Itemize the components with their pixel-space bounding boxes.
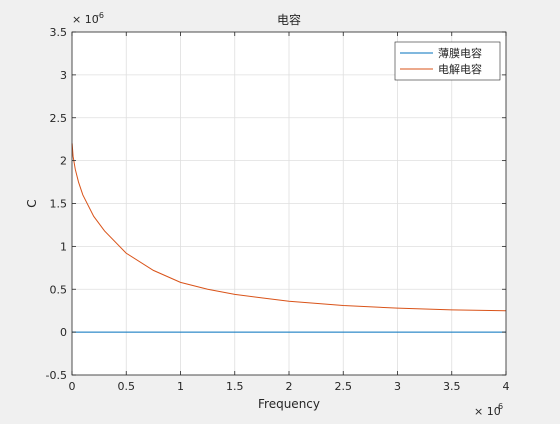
y-tick-label: 1.5 — [50, 198, 68, 211]
legend-box — [394, 41, 501, 81]
y-exponent-power: -6 — [96, 11, 104, 20]
x-tick-label: 4 — [503, 380, 510, 393]
legend: 薄膜电容 电解电容 — [394, 41, 501, 81]
x-tick-label: 3.5 — [443, 380, 461, 393]
x-exponent-power: 6 — [498, 402, 503, 411]
x-tick-label: 2.5 — [335, 380, 353, 393]
chart-title: 电容 — [277, 12, 301, 27]
y-tick-label: 0.5 — [50, 283, 68, 296]
y-tick-label: 1 — [60, 240, 67, 253]
x-tick-label: 3 — [394, 380, 401, 393]
y-axis-label: C — [25, 199, 39, 207]
y-tick-label: 2 — [60, 155, 67, 168]
y-tick-label: 3 — [60, 69, 67, 82]
x-exponent-base: × 10 — [474, 405, 501, 418]
x-tick-label: 0.5 — [118, 380, 136, 393]
x-axis-label: Frequency — [258, 397, 320, 411]
x-axis-exponent: × 10 6 — [474, 402, 503, 418]
y-axis-exponent: × 10 -6 — [72, 11, 104, 26]
x-tick-label: 2 — [286, 380, 293, 393]
y-tick-label: 3.5 — [50, 26, 68, 39]
legend-entry-film: 薄膜电容 — [438, 46, 482, 60]
ticks: 0 0.5 1 1.5 2 2.5 3 3.5 4-0.500.511.522.533.5 — [46, 26, 510, 393]
series-layer — [71, 143, 507, 333]
y-tick-label: 0 — [60, 326, 67, 339]
x-tick-label: 0 — [69, 380, 76, 393]
y-exponent-base: × 10 — [72, 13, 99, 26]
x-tick-label: 1.5 — [226, 380, 244, 393]
y-tick-label: -0.5 — [46, 369, 67, 382]
y-tick-label: 2.5 — [50, 112, 68, 125]
x-tick-label: 1 — [177, 380, 184, 393]
legend-entry-electrolytic: 电解电容 — [438, 62, 482, 76]
series-line-electrolytic — [71, 143, 507, 312]
